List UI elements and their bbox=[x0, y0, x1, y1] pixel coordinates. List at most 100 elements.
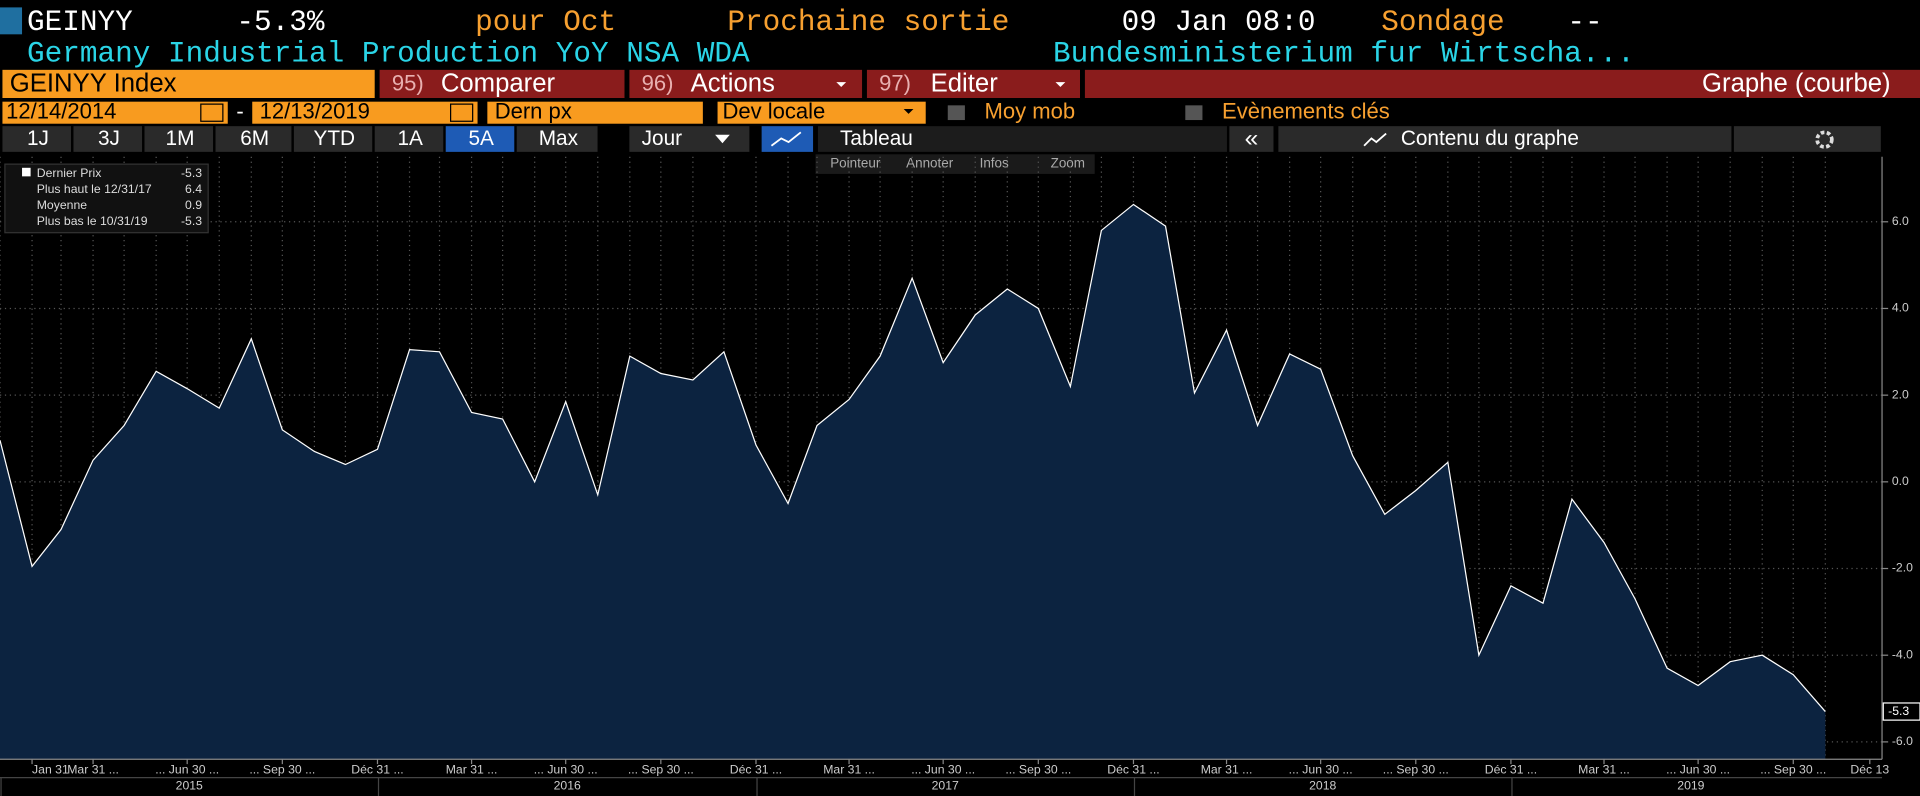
x-tick-label: Déc 13 bbox=[1850, 762, 1889, 776]
x-tick-label: ... Jun 30 ... bbox=[911, 762, 975, 776]
field: Dern px bbox=[495, 99, 572, 124]
tool[interactable]: Infos bbox=[980, 156, 1009, 171]
survey-value: -- bbox=[1567, 6, 1602, 39]
year-label: 2015 bbox=[176, 778, 203, 792]
x-tick-label: Mar 31 ... bbox=[1201, 762, 1253, 776]
period-button[interactable] bbox=[73, 126, 143, 152]
tool-strip bbox=[815, 154, 1095, 174]
period-bar: 1J 3J 1M 6M YTD 1A 5A Max bbox=[2, 126, 598, 152]
date-box[interactable] bbox=[2, 101, 228, 124]
period-button[interactable] bbox=[144, 126, 214, 152]
settings-button[interactable] bbox=[1733, 126, 1881, 152]
collapse-button[interactable] bbox=[1229, 126, 1274, 152]
ticker: GEINYY bbox=[27, 6, 133, 39]
line bbox=[0, 203, 1826, 712]
x-tick-label: ... Jun 30 ... bbox=[534, 762, 598, 776]
security-box[interactable] bbox=[2, 69, 375, 98]
tool[interactable]: Annoter bbox=[906, 156, 954, 171]
next-value: 09 Jan 08:0 bbox=[1122, 6, 1316, 39]
y-tick-label: 4.0 bbox=[1892, 301, 1909, 315]
y-tick-label: -2.0 bbox=[1892, 561, 1913, 575]
x-tick-label: Jan 31 bbox=[32, 762, 69, 776]
last-value-label: -5.3 bbox=[1888, 704, 1909, 718]
tool[interactable]: Zoom bbox=[1051, 156, 1085, 171]
chart-icon bbox=[1363, 132, 1387, 147]
stat-label: Plus bas le 10/31/19 bbox=[37, 214, 148, 228]
frequency-button[interactable] bbox=[629, 126, 750, 152]
stat-label: Dernier Prix bbox=[37, 166, 102, 180]
period-button[interactable] bbox=[2, 126, 72, 152]
x-tick-label: ... Sep 30 ... bbox=[628, 762, 694, 776]
year-label: 2017 bbox=[932, 778, 959, 792]
next-label: Prochaine sortie bbox=[727, 6, 1009, 39]
events: Evènements clés bbox=[1222, 99, 1390, 124]
x-tick-label: Mar 31 ... bbox=[67, 762, 119, 776]
tab-label: Actions bbox=[691, 69, 775, 97]
dropdown-arrow bbox=[836, 82, 847, 87]
year-label: 2019 bbox=[1677, 778, 1704, 792]
x-tick-label: Déc 31 ... bbox=[1107, 762, 1159, 776]
period-button[interactable] bbox=[374, 126, 444, 152]
last-value-tag bbox=[1882, 702, 1920, 721]
tab[interactable] bbox=[379, 69, 625, 98]
dropdown-arrow bbox=[903, 109, 914, 114]
contents-button[interactable] bbox=[1278, 126, 1732, 152]
source: Bundesministerium fur Wirtscha... bbox=[1053, 38, 1635, 71]
checkbox[interactable] bbox=[947, 105, 965, 121]
x-tick-label: Déc 31 ... bbox=[351, 762, 403, 776]
view: Graphe (courbe) bbox=[1702, 69, 1891, 97]
dropdown-arrow bbox=[1055, 82, 1066, 87]
period-label: 1M bbox=[166, 127, 195, 150]
tab[interactable] bbox=[866, 69, 1080, 98]
x-tick-label: ... Sep 30 ... bbox=[1383, 762, 1449, 776]
period-button[interactable] bbox=[215, 126, 292, 152]
area bbox=[0, 204, 1826, 760]
view-bar[interactable] bbox=[1084, 69, 1920, 98]
table-button[interactable] bbox=[817, 126, 1227, 152]
stat-value: -5.3 bbox=[181, 214, 202, 228]
year-label: 2018 bbox=[1309, 778, 1336, 792]
tab-label: Editer bbox=[931, 69, 999, 97]
calendar-icon bbox=[200, 103, 224, 122]
legend-swatch bbox=[22, 167, 31, 177]
dash: - bbox=[236, 99, 243, 124]
tab-label: Comparer bbox=[441, 69, 556, 97]
tool[interactable]: Pointeur bbox=[830, 156, 881, 171]
tab-number: 97) bbox=[879, 70, 911, 95]
checkbox[interactable] bbox=[1185, 105, 1203, 121]
period-label: YTD bbox=[313, 127, 355, 150]
tab[interactable] bbox=[629, 69, 863, 98]
x-tick-label: ... Jun 30 ... bbox=[155, 762, 219, 776]
period-button[interactable] bbox=[445, 126, 515, 152]
collapse-icon: « bbox=[1245, 125, 1259, 152]
x-tick-label: ... Sep 30 ... bbox=[1005, 762, 1071, 776]
period-button[interactable] bbox=[516, 126, 598, 152]
period-label: 6M bbox=[240, 127, 269, 150]
period-button[interactable] bbox=[293, 126, 373, 152]
date-box[interactable] bbox=[252, 101, 478, 124]
x-tick-label: ... Jun 30 ... bbox=[1289, 762, 1353, 776]
stat-value: -5.3 bbox=[181, 166, 202, 180]
field-box[interactable] bbox=[487, 101, 703, 124]
x-tick-label: Mar 31 ... bbox=[823, 762, 875, 776]
chart-type-button[interactable] bbox=[761, 126, 814, 152]
stat-label: Moyenne bbox=[37, 198, 88, 212]
x-tick-label: ... Sep 30 ... bbox=[1760, 762, 1826, 776]
period-label: 1A bbox=[397, 127, 423, 150]
survey-label: Sondage bbox=[1381, 6, 1504, 39]
stat-value: 6.4 bbox=[185, 182, 202, 196]
calendar-icon bbox=[450, 103, 474, 122]
y-tick-label: 6.0 bbox=[1892, 214, 1909, 228]
x-tick-label: Mar 31 ... bbox=[446, 762, 498, 776]
description: Germany Industrial Production YoY NSA WD… bbox=[27, 38, 750, 71]
y-tick-label: -6.0 bbox=[1892, 734, 1913, 748]
period: pour Oct bbox=[475, 6, 616, 39]
currency-box[interactable] bbox=[717, 101, 926, 124]
tab-number: 95) bbox=[392, 70, 424, 95]
y-tick-label: 2.0 bbox=[1892, 387, 1909, 401]
stat-label: Plus haut le 12/31/17 bbox=[37, 182, 152, 196]
currency: Dev locale bbox=[722, 99, 825, 124]
x-tick-label: ... Jun 30 ... bbox=[1666, 762, 1730, 776]
